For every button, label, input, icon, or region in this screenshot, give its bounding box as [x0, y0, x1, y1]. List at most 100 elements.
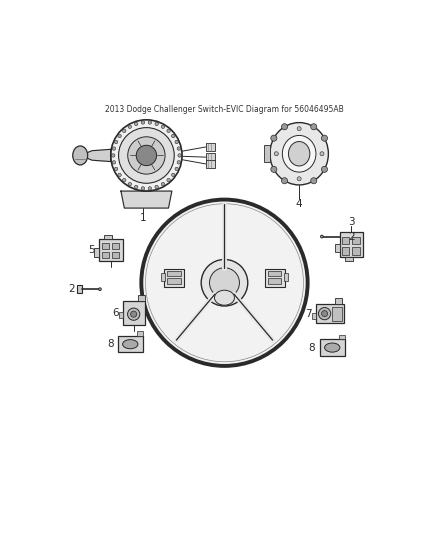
- Bar: [119, 312, 123, 318]
- Circle shape: [297, 177, 301, 181]
- Text: 8: 8: [309, 343, 315, 352]
- Text: 5: 5: [88, 245, 95, 255]
- Circle shape: [112, 147, 116, 150]
- Bar: [264, 146, 270, 162]
- Circle shape: [282, 177, 288, 184]
- Text: 2: 2: [348, 231, 354, 241]
- Circle shape: [201, 260, 248, 306]
- Circle shape: [177, 160, 180, 164]
- Circle shape: [99, 288, 101, 290]
- Circle shape: [167, 129, 170, 133]
- Circle shape: [112, 160, 116, 164]
- Bar: [352, 247, 360, 255]
- Circle shape: [282, 124, 288, 130]
- Bar: [112, 244, 119, 249]
- Circle shape: [321, 235, 323, 238]
- Text: 2: 2: [68, 284, 75, 294]
- Bar: [345, 257, 353, 261]
- Ellipse shape: [325, 343, 340, 352]
- Circle shape: [172, 134, 175, 138]
- Bar: [99, 239, 124, 261]
- Circle shape: [112, 154, 115, 157]
- Circle shape: [271, 135, 277, 141]
- Bar: [167, 271, 181, 276]
- Text: 6: 6: [112, 308, 119, 318]
- Bar: [138, 295, 145, 301]
- Bar: [102, 252, 109, 258]
- Circle shape: [321, 135, 328, 141]
- Bar: [112, 252, 119, 258]
- Bar: [94, 248, 99, 256]
- Circle shape: [134, 122, 138, 126]
- Circle shape: [111, 120, 182, 191]
- Circle shape: [175, 140, 178, 144]
- Bar: [165, 269, 184, 287]
- Circle shape: [311, 177, 317, 184]
- Circle shape: [141, 121, 145, 124]
- Polygon shape: [87, 149, 111, 161]
- Ellipse shape: [270, 123, 328, 185]
- Circle shape: [123, 179, 126, 182]
- Bar: [137, 332, 143, 336]
- Text: 1: 1: [140, 213, 146, 223]
- Circle shape: [148, 187, 152, 190]
- Circle shape: [128, 137, 165, 174]
- Ellipse shape: [289, 142, 310, 166]
- Circle shape: [127, 308, 140, 320]
- Bar: [206, 143, 215, 151]
- Circle shape: [271, 166, 277, 172]
- Circle shape: [167, 179, 170, 182]
- Bar: [332, 306, 342, 321]
- Circle shape: [118, 134, 121, 138]
- Ellipse shape: [215, 290, 234, 305]
- Circle shape: [119, 127, 174, 183]
- Circle shape: [209, 268, 240, 298]
- Bar: [342, 247, 350, 255]
- Bar: [342, 233, 347, 240]
- Circle shape: [274, 152, 279, 156]
- Text: 4: 4: [296, 199, 303, 208]
- Bar: [320, 340, 345, 356]
- Bar: [77, 286, 82, 293]
- Circle shape: [321, 311, 328, 317]
- Circle shape: [141, 187, 145, 190]
- Bar: [265, 269, 285, 287]
- Bar: [167, 279, 181, 284]
- Circle shape: [114, 140, 118, 144]
- Bar: [268, 271, 281, 276]
- Ellipse shape: [283, 135, 316, 172]
- Circle shape: [161, 125, 165, 128]
- Text: 2013 Dodge Challenger Switch-EVIC Diagram for 56046495AB: 2013 Dodge Challenger Switch-EVIC Diagra…: [105, 104, 344, 114]
- Circle shape: [321, 166, 328, 172]
- Circle shape: [172, 173, 175, 176]
- Circle shape: [297, 127, 301, 131]
- Text: 8: 8: [107, 339, 113, 349]
- Bar: [206, 154, 215, 161]
- Text: 7: 7: [305, 309, 312, 319]
- Circle shape: [123, 129, 126, 133]
- Text: 3: 3: [348, 217, 355, 227]
- Bar: [206, 160, 215, 168]
- Circle shape: [134, 185, 138, 189]
- Circle shape: [311, 124, 317, 130]
- Ellipse shape: [123, 340, 138, 349]
- Bar: [104, 235, 113, 239]
- Bar: [312, 313, 316, 319]
- Ellipse shape: [73, 146, 88, 165]
- Circle shape: [318, 308, 331, 320]
- Circle shape: [128, 125, 131, 128]
- Circle shape: [114, 167, 118, 171]
- Bar: [336, 297, 342, 304]
- Bar: [117, 336, 143, 352]
- Bar: [123, 301, 145, 325]
- Bar: [316, 304, 344, 324]
- Circle shape: [128, 182, 131, 186]
- Circle shape: [175, 167, 178, 171]
- Bar: [268, 279, 281, 284]
- Circle shape: [148, 121, 152, 124]
- Bar: [284, 273, 288, 281]
- Circle shape: [131, 311, 137, 317]
- Circle shape: [136, 146, 157, 166]
- Circle shape: [177, 147, 180, 150]
- Bar: [102, 244, 109, 249]
